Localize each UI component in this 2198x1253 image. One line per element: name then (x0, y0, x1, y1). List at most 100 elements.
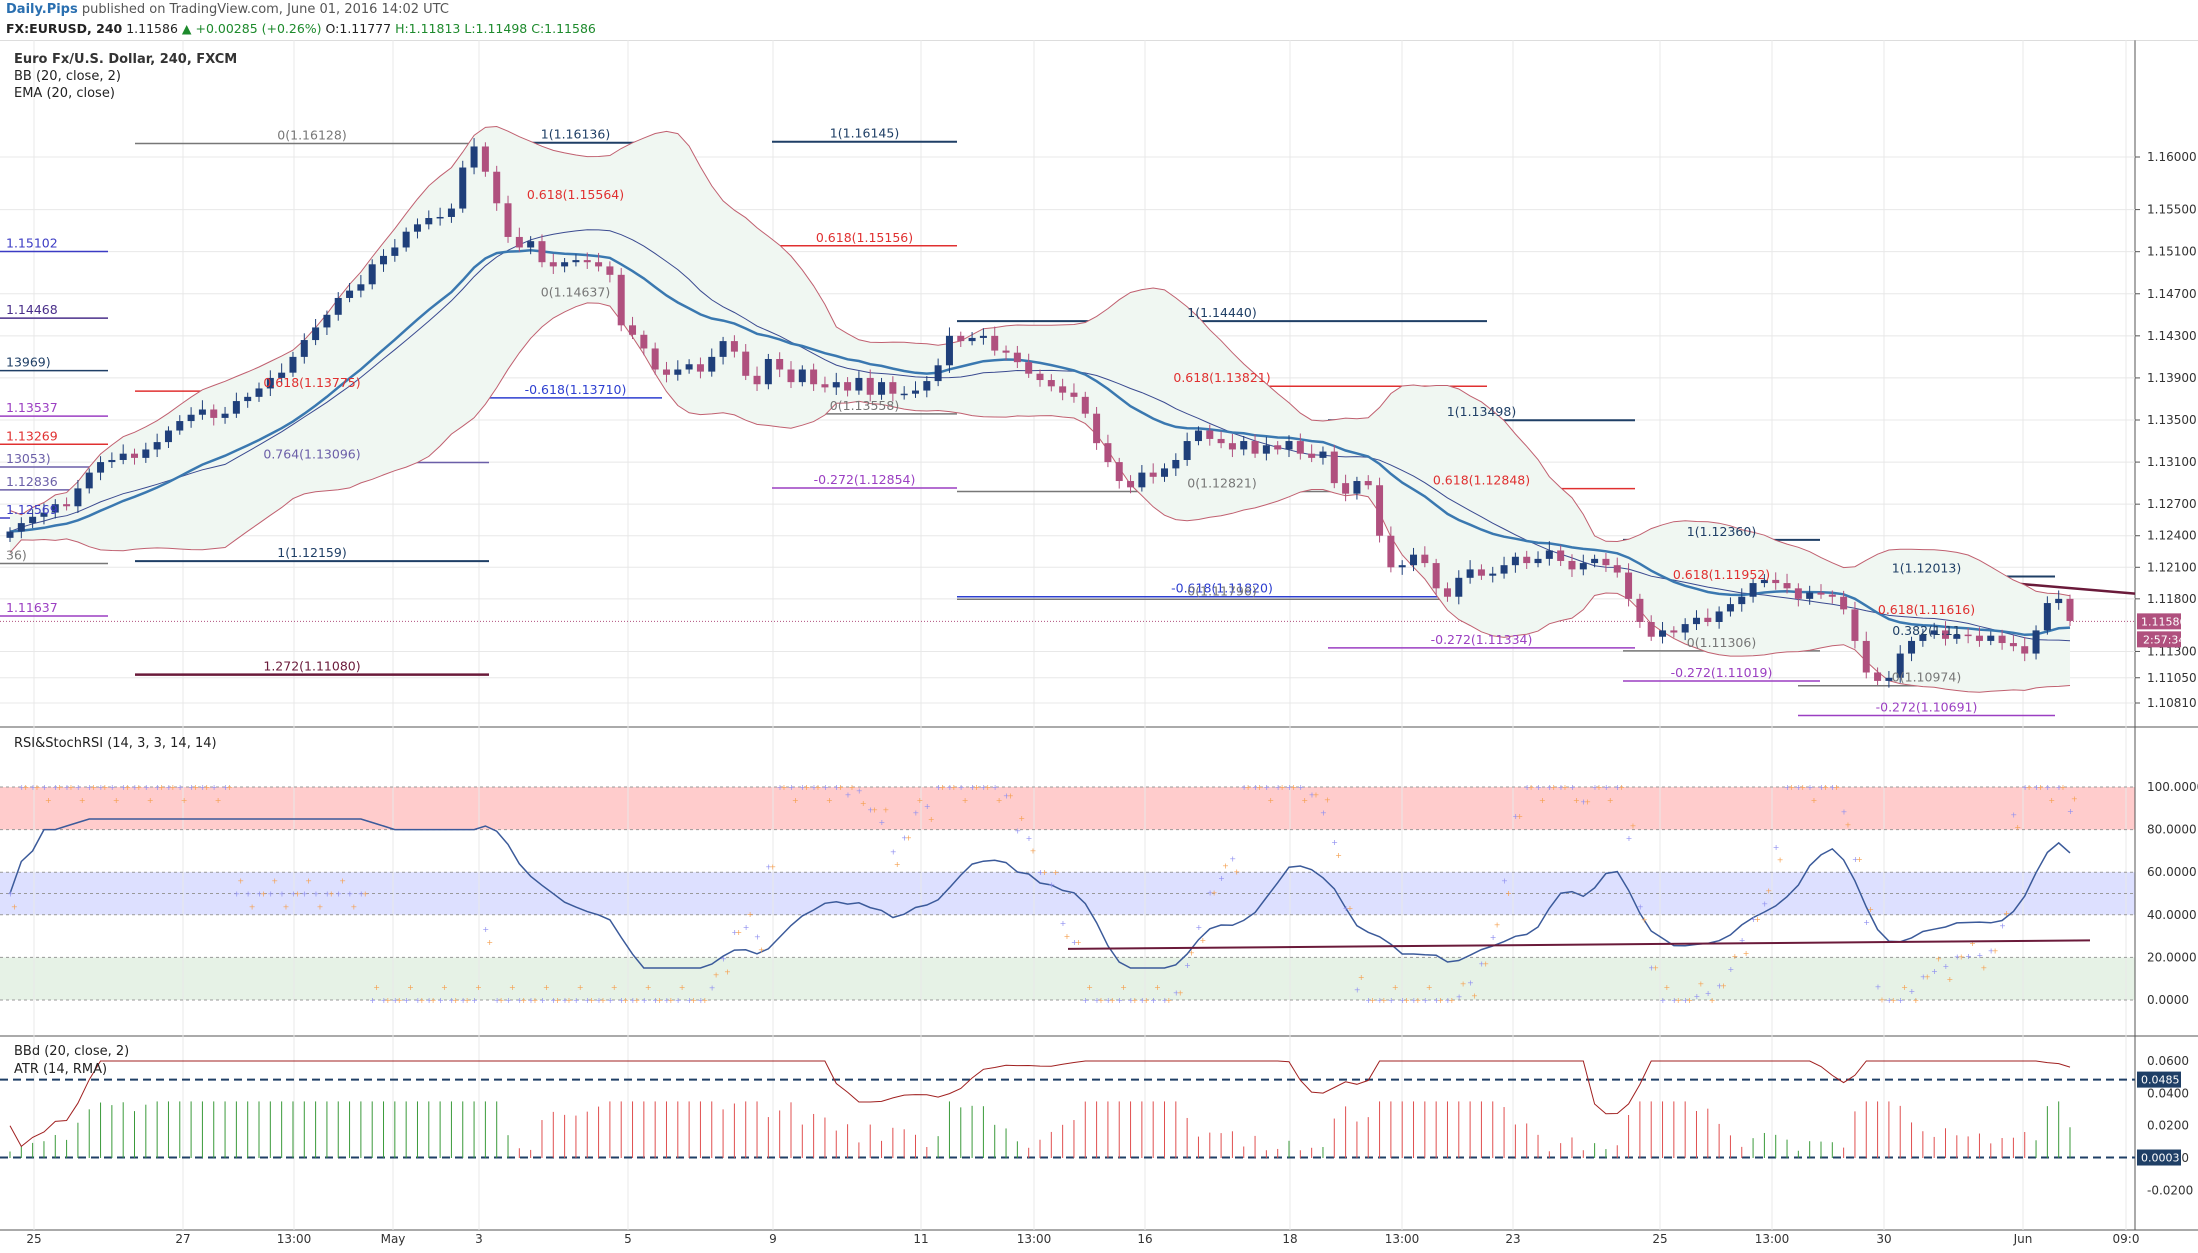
stoch-d-point: + (2037, 783, 2044, 792)
stoch-k-point: + (1648, 964, 1655, 973)
stoch-k-point: + (1105, 996, 1112, 1005)
bearish-candle (1772, 579, 1780, 584)
stoch-d-point: + (1154, 983, 1161, 992)
candles[interactable] (6, 138, 2074, 688)
bullish-candle (187, 414, 195, 422)
stoch-k-point: + (313, 890, 320, 899)
stoch-d-point: + (45, 796, 52, 805)
bearish-candle (957, 335, 965, 342)
fib-level-label: 0.618(1.15564) (527, 187, 624, 202)
stoch-d-point: + (22, 783, 29, 792)
stoch-d-point: + (883, 805, 890, 814)
price-axis-label: 1.13100 (2147, 455, 2197, 469)
symbol-label: FX:EURUSD, 240 (6, 21, 123, 36)
stoch-k-point: + (1411, 996, 1418, 1005)
stoch-d-point: + (1697, 979, 1704, 988)
bearish-candle (1941, 630, 1949, 639)
time-label: 18 (1282, 1232, 1297, 1246)
stoch-d-point: + (860, 799, 867, 808)
stoch-k-point: + (1637, 903, 1644, 912)
stoch-k-point: + (1558, 783, 1565, 792)
atr-indicator-label[interactable]: ATR (14, RMA) (14, 1062, 108, 1077)
price-axis-label: 1.15100 (2147, 245, 2197, 259)
stoch-k-point: + (426, 996, 433, 1005)
stoch-k-point: + (482, 925, 489, 934)
rsi-pane-title[interactable]: RSI&StochRSI (14, 3, 3, 14, 14) (14, 736, 217, 751)
bullish-candle (255, 388, 263, 397)
time-label: 11 (913, 1232, 928, 1246)
bbd-indicator-label[interactable]: BBd (20, close, 2) (14, 1044, 130, 1059)
bearish-candle (504, 203, 512, 237)
stoch-k-point: + (630, 996, 637, 1005)
stoch-k-point: + (1139, 996, 1146, 1005)
stoch-k-point: + (777, 783, 784, 792)
bearish-candle (1387, 535, 1395, 568)
stoch-d-point: + (1301, 796, 1308, 805)
bearish-candle (1421, 554, 1429, 564)
stoch-k-point: + (335, 890, 342, 899)
bearish-candle (730, 341, 738, 352)
time-label: 25 (26, 1232, 41, 1246)
bullish-candle (142, 449, 150, 458)
bb-indicator-label[interactable]: BB (20, close, 2) (14, 69, 121, 84)
stoch-d-point: + (1233, 867, 1240, 876)
stoch-d-point: + (1460, 980, 1467, 989)
stoch-d-point: + (113, 796, 120, 805)
stoch-d-point: + (1731, 952, 1738, 961)
stoch-k-point: + (1207, 888, 1214, 897)
bearish-candle (742, 351, 750, 376)
last-price-tag (2137, 613, 2181, 630)
fib-level-label: 0(1.13558) (830, 398, 899, 413)
bearish-candle (1874, 672, 1882, 681)
stoch-k-point: + (403, 996, 410, 1005)
stoch-k-point: + (1524, 783, 1531, 792)
bullish-candle (2055, 598, 2063, 604)
rsi-series: + + + + + + + + + + + + + + + + + + + + + + + + + + + + + + + + + + + + + + + +… (7, 783, 2091, 1005)
stoch-k-point: + (1377, 996, 1384, 1005)
chart-canvas[interactable]: + + + + + + + + + + + + + + + + + + + + + + + + + + + + + + + + + + + + + + + +… (0, 40, 2198, 1253)
stoch-k-point: + (652, 996, 659, 1005)
stoch-d-point: + (1709, 996, 1716, 1005)
left-level-label: 13969) (6, 355, 51, 370)
stoch-d-point: + (79, 796, 86, 805)
bearish-candle (787, 369, 795, 383)
stoch-k-point: + (1750, 915, 1757, 924)
fib-level-label: 0.382(1.11 (1892, 623, 1961, 638)
stoch-d-point: + (2071, 794, 2078, 803)
bullish-candle (470, 146, 478, 168)
bearish-candle (1443, 588, 1451, 597)
brand-link[interactable]: Daily.Pips (6, 2, 78, 17)
stoch-d-point: + (1573, 796, 1580, 805)
bullish-candle (1579, 563, 1587, 570)
stoch-d-point: + (792, 796, 799, 805)
bearish-candle (1613, 565, 1621, 573)
stoch-d-point: + (735, 928, 742, 937)
bearish-candle (1602, 558, 1610, 566)
stoch-d-point: + (34, 783, 41, 792)
price-axis-label: 1.13500 (2147, 413, 2197, 427)
time-label: Jun (2013, 1232, 2033, 1246)
stoch-k-point: + (1592, 783, 1599, 792)
stoch-k-point: + (1150, 996, 1157, 1005)
price-axis-label: 1.14700 (2147, 287, 2197, 301)
stoch-d-point: + (1924, 972, 1931, 981)
bullish-candle (380, 255, 388, 265)
stoch-d-point: + (928, 815, 935, 824)
price-axis-label: 1.13900 (2147, 371, 2197, 385)
stoch-k-point: + (1026, 834, 1033, 843)
bearish-candle (1625, 572, 1633, 599)
stoch-k-point: + (618, 996, 625, 1005)
bullish-candle (402, 231, 410, 248)
bullish-candle (459, 167, 467, 209)
stoch-d-point: + (588, 996, 595, 1005)
bullish-candle (1240, 441, 1248, 450)
price-axes: 25 27 13:00 May 3 5 9 11 13:00 16 18 13:00 23 25 13:00… (26, 150, 2198, 1246)
rsi-line (9, 818, 2071, 969)
ema-indicator-label[interactable]: EMA (20, close) (14, 86, 115, 101)
stoch-d-point: + (566, 996, 573, 1005)
fib-level-label: -0.272(1.11334) (1431, 632, 1533, 647)
stoch-d-point: + (1777, 856, 1784, 865)
bullish-candle (855, 377, 863, 391)
stoch-d-point: + (215, 796, 222, 805)
bullish-candle (436, 216, 444, 219)
